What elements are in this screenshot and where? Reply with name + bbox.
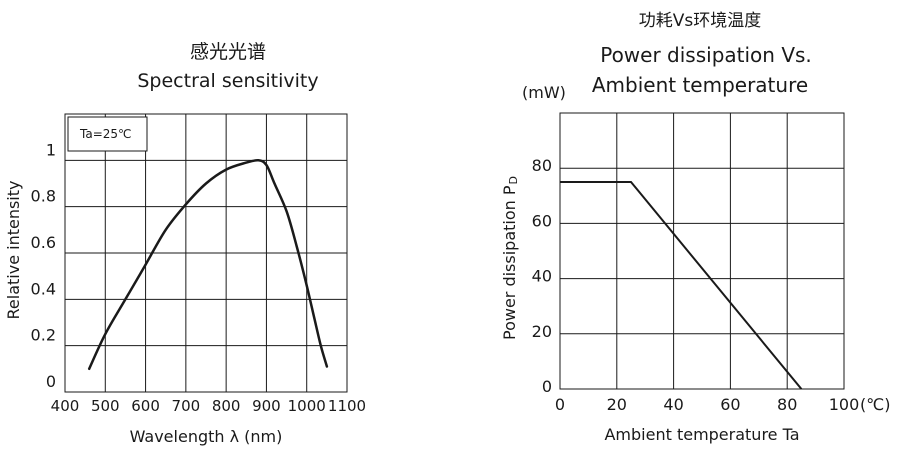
right-x-tick-label: 0	[555, 395, 565, 414]
right-y-tick-label: 80	[532, 156, 552, 175]
spectral-curve	[87, 158, 329, 371]
right-y-axis-label: Power dissipation PD	[500, 176, 520, 340]
power-dissipation-chart: 功耗Vs环境温度 Power dissipation Vs. Ambient t…	[500, 11, 890, 444]
right-x-tick-label: 60	[720, 395, 740, 414]
right-y-tick-label: 20	[532, 322, 552, 341]
right-x-tick-label: 100	[829, 395, 860, 414]
left-x-tick-label: 600	[131, 397, 160, 415]
right-x-tick-label: 80	[777, 395, 797, 414]
y-unit-label: (mW)	[522, 83, 566, 102]
left-y-tick-label: 0.4	[31, 279, 56, 298]
right-y-tick-label: 60	[532, 211, 552, 230]
left-y-tick-labels: 0 0.2 0.4 0.6 0.8 1	[31, 140, 56, 391]
right-y-tick-labels: 0 20 40 60 80	[532, 156, 552, 396]
right-chart-title: 功耗Vs环境温度	[639, 11, 762, 31]
x-unit-label: (℃)	[860, 395, 890, 414]
right-x-axis-label: Ambient temperature Ta	[604, 425, 799, 444]
right-y-axis-label-main: Power dissipation P	[500, 185, 519, 340]
spectral-sensitivity-chart: 感光光谱 Spectral sensitivity Ta=25℃ 400 500 6…	[4, 41, 366, 446]
temperature-annotation: Ta=25℃	[79, 127, 132, 141]
left-x-tick-label: 500	[91, 397, 120, 415]
left-x-tick-label: 700	[172, 397, 201, 415]
power-derating-line	[560, 181, 803, 390]
right-y-axis-label-sub: D	[507, 176, 520, 184]
left-y-tick-label: 0	[46, 372, 56, 391]
annotation-box	[67, 116, 148, 152]
left-y-tick-label: 0.6	[31, 233, 56, 252]
left-y-tick-label: 0.8	[31, 187, 56, 206]
right-x-tick-labels: 0 20 40 60 80 100	[555, 395, 859, 414]
right-chart-subtitle-line1: Power dissipation Vs.	[600, 43, 812, 67]
right-y-tick-label: 40	[532, 267, 552, 286]
left-chart-subtitle: Spectral sensitivity	[137, 70, 318, 92]
left-x-axis-label: Wavelength λ (nm)	[130, 427, 283, 446]
left-y-axis-label: Relative intensity	[4, 181, 23, 320]
right-x-tick-label: 40	[663, 395, 683, 414]
left-chart-grid	[64, 113, 348, 393]
right-y-tick-label: 0	[542, 377, 552, 396]
left-y-tick-label: 1	[46, 140, 56, 159]
right-chart-grid	[559, 112, 845, 390]
right-chart-subtitle-line2: Ambient temperature	[592, 73, 808, 97]
right-x-tick-label: 20	[607, 395, 627, 414]
left-x-tick-labels: 400 500 600 700 800 900 1000 1100	[51, 397, 366, 415]
left-x-tick-label: 1000	[288, 397, 326, 415]
left-x-tick-label: 800	[212, 397, 241, 415]
left-x-tick-label: 1100	[328, 397, 366, 415]
left-y-tick-label: 0.2	[31, 326, 56, 345]
left-plot-frame	[64, 113, 348, 393]
left-chart-title: 感光光谱	[190, 41, 266, 63]
left-x-tick-label: 400	[51, 397, 80, 415]
left-x-tick-label: 900	[252, 397, 281, 415]
right-plot-frame	[559, 112, 845, 390]
